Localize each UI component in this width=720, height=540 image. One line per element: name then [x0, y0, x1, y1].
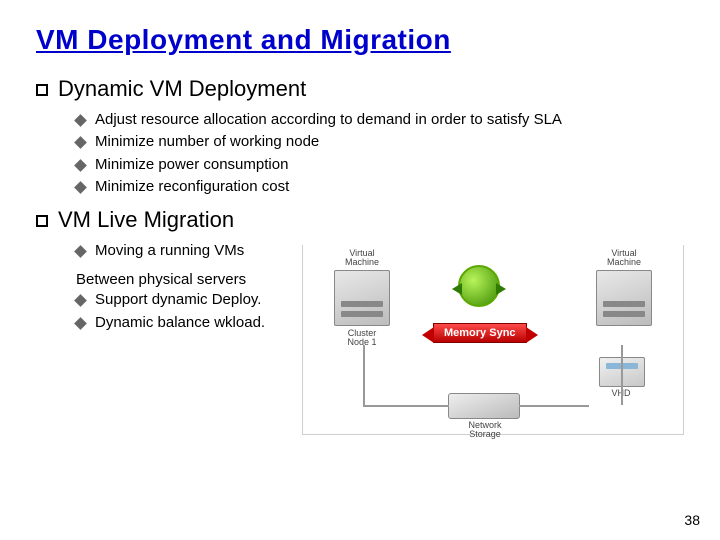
list-item: Support dynamic Deploy. — [76, 290, 296, 310]
list-item-text: Minimize reconfiguration cost — [95, 177, 684, 197]
section-heading-live-migration: VM Live Migration — [36, 207, 684, 233]
list-item: Minimize reconfiguration cost — [76, 177, 684, 197]
diamond-bullet-icon — [74, 181, 87, 194]
list-item-text: Dynamic balance wkload. — [95, 313, 296, 333]
list-item: Minimize number of working node — [76, 132, 684, 152]
list-item-text: Minimize power consumption — [95, 155, 684, 175]
diamond-bullet-icon — [74, 136, 87, 149]
server-icon — [596, 270, 652, 326]
list-item-text: Adjust resource allocation according to … — [95, 110, 684, 130]
node1-caption: ClusterNode 1 — [317, 329, 407, 348]
cluster-node-1: VirtualMachine ClusterNode 1 — [317, 249, 407, 348]
diamond-bullet-icon — [74, 317, 87, 330]
section-heading-dynamic-deployment: Dynamic VM Deployment — [36, 76, 684, 102]
list-item-text: Minimize number of working node — [95, 132, 684, 152]
list-item-text: Support dynamic Deploy. — [95, 290, 296, 310]
diamond-bullet-icon — [74, 114, 87, 127]
page-number: 38 — [684, 512, 700, 528]
link-line — [621, 345, 623, 405]
list-item: Adjust resource allocation according to … — [76, 110, 684, 130]
slide-title: VM Deployment and Migration — [36, 24, 684, 56]
section-heading-label: Dynamic VM Deployment — [58, 76, 306, 102]
link-line — [363, 405, 449, 407]
memory-sync-banner: Memory Sync — [433, 323, 527, 343]
section-heading-label: VM Live Migration — [58, 207, 234, 233]
diamond-bullet-icon — [74, 245, 87, 258]
list-item: Minimize power consumption — [76, 155, 684, 175]
sub-list-dynamic-deployment: Adjust resource allocation according to … — [76, 110, 684, 197]
network-storage-icon — [448, 393, 520, 419]
link-line — [363, 345, 365, 405]
list-item-text: Moving a running VMs — [95, 241, 296, 261]
sub-list-live-migration-2: Support dynamic Deploy. Dynamic balance … — [76, 290, 296, 333]
server-icon — [334, 270, 390, 326]
vm-label-1: VirtualMachine — [317, 249, 407, 268]
diamond-bullet-icon — [74, 159, 87, 172]
sync-cycle-icon — [458, 265, 500, 307]
list-item: Moving a running VMs — [76, 241, 296, 261]
list-item: Dynamic balance wkload. — [76, 313, 296, 333]
diamond-bullet-icon — [74, 294, 87, 307]
link-line — [519, 405, 589, 407]
vm-label-2: VirtualMachine — [579, 249, 669, 268]
migration-diagram: VirtualMachine ClusterNode 1 VirtualMach… — [302, 245, 684, 435]
sub-list-live-migration: Moving a running VMs — [76, 241, 296, 261]
between-line-text: Between physical servers — [76, 271, 296, 288]
memory-sync-label: Memory Sync — [444, 327, 516, 339]
square-bullet-icon — [36, 215, 48, 227]
square-bullet-icon — [36, 84, 48, 96]
network-storage-label: NetworkStorage — [450, 421, 520, 440]
cluster-node-2: VirtualMachine — [579, 249, 669, 329]
